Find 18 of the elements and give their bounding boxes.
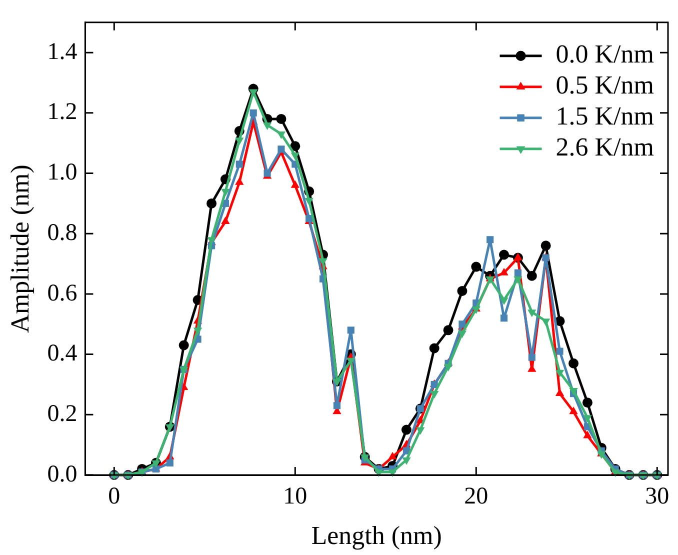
x-tick-label: 0 [108,484,120,510]
y-axis-title: Amplitude (nm) [5,164,34,333]
y-tick-label: 1.2 [47,99,78,126]
y-tick-label: 0.6 [47,280,78,306]
x-tick-label: 10 [283,484,308,510]
y-tick-label: 0.2 [47,400,78,427]
legend-label: 2.6 K/nm [556,132,654,162]
x-tick-label: 30 [645,484,670,510]
legend-label: 1.5 K/nm [556,102,654,131]
y-tick-label: 1.4 [47,38,78,65]
y-tick-label: 0.0 [47,461,78,488]
y-tick-label: 1.0 [47,160,78,186]
x-axis-title: Length (nm) [311,521,442,550]
x-tick-label: 20 [464,484,488,510]
y-tick-label: 0.4 [47,340,78,367]
legend-label: 0.5 K/nm [556,70,654,100]
y-tick-label: 0.8 [47,220,78,246]
legend-label: 0.0 K/nm [556,40,654,69]
